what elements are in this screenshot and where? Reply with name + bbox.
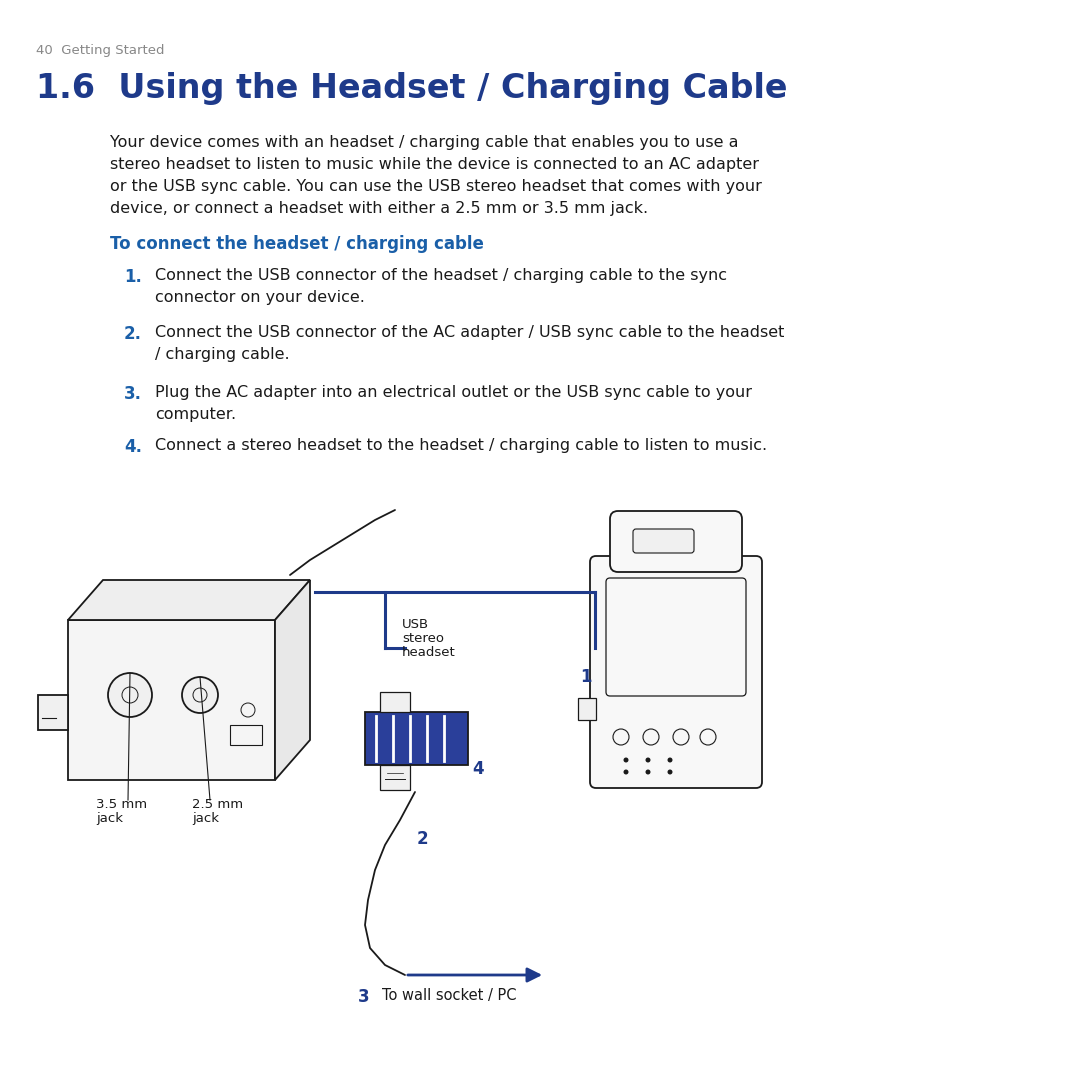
Circle shape xyxy=(623,757,629,762)
Text: Connect a stereo headset to the headset / charging cable to listen to music.: Connect a stereo headset to the headset … xyxy=(156,438,767,453)
Text: stereo headset to listen to music while the device is connected to an AC adapter: stereo headset to listen to music while … xyxy=(110,157,759,172)
FancyBboxPatch shape xyxy=(590,556,762,788)
Text: 2.: 2. xyxy=(124,325,141,343)
Text: 1: 1 xyxy=(580,669,592,686)
Text: 40  Getting Started: 40 Getting Started xyxy=(36,44,164,57)
Text: 2: 2 xyxy=(417,831,429,848)
Polygon shape xyxy=(365,712,468,765)
Text: computer.: computer. xyxy=(156,407,237,422)
Text: 3.: 3. xyxy=(124,384,141,403)
Text: device, or connect a headset with either a 2.5 mm or 3.5 mm jack.: device, or connect a headset with either… xyxy=(110,201,648,216)
FancyBboxPatch shape xyxy=(610,511,742,572)
Circle shape xyxy=(108,673,152,717)
Circle shape xyxy=(646,769,650,774)
Circle shape xyxy=(667,757,673,762)
Text: To wall socket / PC: To wall socket / PC xyxy=(382,988,516,1003)
Text: / charging cable.: / charging cable. xyxy=(156,347,289,362)
FancyArrowPatch shape xyxy=(408,969,539,981)
Polygon shape xyxy=(275,580,310,780)
Text: connector on your device.: connector on your device. xyxy=(156,291,365,305)
Text: 4.: 4. xyxy=(124,438,141,456)
Text: jack: jack xyxy=(96,812,123,825)
Text: jack: jack xyxy=(192,812,219,825)
Text: USB: USB xyxy=(402,618,429,631)
Text: 4: 4 xyxy=(472,760,484,778)
Circle shape xyxy=(623,769,629,774)
Polygon shape xyxy=(380,765,410,789)
Circle shape xyxy=(667,769,673,774)
Text: Plug the AC adapter into an electrical outlet or the USB sync cable to your: Plug the AC adapter into an electrical o… xyxy=(156,384,752,400)
Text: Connect the USB connector of the AC adapter / USB sync cable to the headset: Connect the USB connector of the AC adap… xyxy=(156,325,784,340)
Text: 1.: 1. xyxy=(124,268,141,286)
Text: 3.5 mm: 3.5 mm xyxy=(96,798,147,811)
Circle shape xyxy=(183,677,218,713)
Polygon shape xyxy=(578,698,596,720)
Text: 1.6  Using the Headset / Charging Cable: 1.6 Using the Headset / Charging Cable xyxy=(36,72,787,105)
Polygon shape xyxy=(68,620,275,780)
Text: stereo: stereo xyxy=(402,632,444,645)
Text: or the USB sync cable. You can use the USB stereo headset that comes with your: or the USB sync cable. You can use the U… xyxy=(110,179,761,194)
Text: Your device comes with an headset / charging cable that enables you to use a: Your device comes with an headset / char… xyxy=(110,135,739,150)
Polygon shape xyxy=(380,692,410,712)
Text: 3: 3 xyxy=(357,988,369,1005)
Circle shape xyxy=(646,757,650,762)
Text: Connect the USB connector of the headset / charging cable to the sync: Connect the USB connector of the headset… xyxy=(156,268,727,283)
Polygon shape xyxy=(38,696,68,730)
Text: headset: headset xyxy=(402,646,456,659)
Text: 2.5 mm: 2.5 mm xyxy=(192,798,243,811)
Text: To connect the headset / charging cable: To connect the headset / charging cable xyxy=(110,235,484,253)
FancyBboxPatch shape xyxy=(633,529,694,553)
Polygon shape xyxy=(68,580,310,620)
